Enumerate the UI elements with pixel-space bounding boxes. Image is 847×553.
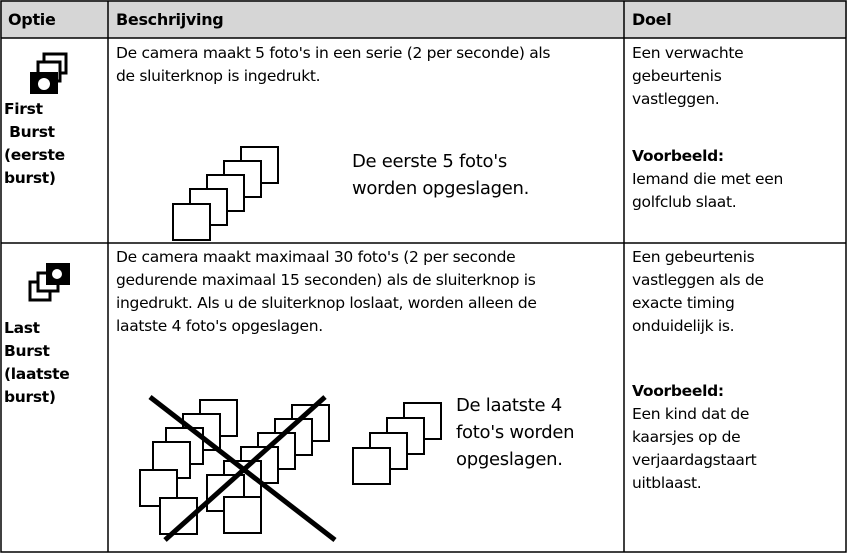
- text-line: (eerste: [4, 146, 65, 164]
- text-line: Burst: [4, 342, 50, 360]
- text-line: laatste 4 foto's opgeslagen.: [116, 317, 323, 335]
- header-cell: Doel: [632, 10, 672, 29]
- text-line: de sluiterknop is ingedrukt.: [116, 67, 321, 85]
- text-line: verjaardagstaart: [632, 451, 757, 469]
- text-line: Een verwachte: [632, 44, 744, 62]
- text-line: De camera maakt maximaal 30 foto's (2 pe…: [116, 248, 516, 266]
- first-burst-figure: [172, 146, 279, 241]
- text-line: exacte timing: [632, 294, 735, 312]
- text-line: ingedrukt. Als u de sluiterknop loslaat,…: [116, 294, 537, 312]
- text-line: De laatste 4: [456, 395, 562, 416]
- example-label: Voorbeeld:: [632, 147, 724, 165]
- example-label: Voorbeeld:: [632, 382, 724, 400]
- discarded-photos: [139, 395, 337, 542]
- text-line: vastleggen als de: [632, 271, 764, 289]
- text-line: uitblaast.: [632, 474, 702, 492]
- text-line: gebeurtenis: [632, 67, 722, 85]
- text-line: (laatste: [4, 365, 70, 383]
- header-bg: [0, 0, 847, 38]
- figure-caption: De eerste 5 foto's worden opgeslagen.: [352, 148, 529, 202]
- text-line: Last: [4, 319, 40, 337]
- text-line: Iemand die met een: [632, 170, 784, 188]
- description: De camera maakt 5 foto's in een serie (2…: [116, 42, 551, 88]
- option-name: Last Burst (laatste burst): [4, 317, 70, 409]
- text-line: kaarsjes op de: [632, 428, 741, 446]
- last-burst-figure: [352, 402, 442, 485]
- goal: Een verwachte gebeurtenis vastleggen.: [632, 42, 744, 111]
- header-cell: Beschrijving: [116, 10, 224, 29]
- text-line: Een kind dat de: [632, 405, 750, 423]
- text-line: burst): [4, 169, 56, 187]
- text-line: gedurende maximaal 15 seconden) als de s…: [116, 271, 536, 289]
- text-line: Een gebeurtenis: [632, 248, 755, 266]
- example: Een kind dat de kaarsjes op de verjaardags…: [632, 403, 757, 495]
- text-line: foto's worden: [456, 422, 575, 443]
- text-line: De camera maakt 5 foto's in een serie (2…: [116, 44, 551, 62]
- goal: Een gebeurtenis vastleggen als de exacte t…: [632, 246, 764, 338]
- text-line: worden opgeslagen.: [352, 178, 530, 199]
- text-line: golfclub slaat.: [632, 193, 737, 211]
- header-cell: Optie: [8, 10, 56, 29]
- text-line: burst): [4, 388, 56, 406]
- example: Iemand die met een golfclub slaat.: [632, 168, 783, 214]
- option-name: First Burst (eerste burst): [4, 98, 65, 190]
- text-line: onduidelijk is.: [632, 317, 735, 335]
- text-line: vastleggen.: [632, 90, 720, 108]
- figure-caption: De laatste 4 foto's worden opgeslagen.: [456, 392, 575, 473]
- text-line: First: [4, 100, 43, 118]
- description: De camera maakt maximaal 30 foto's (2 pe…: [116, 246, 537, 338]
- first-burst-icon: [30, 52, 68, 94]
- last-burst-icon: [28, 263, 70, 302]
- text-line: De eerste 5 foto's: [352, 151, 507, 172]
- text-line: Burst: [4, 123, 55, 141]
- text-line: opgeslagen.: [456, 449, 563, 470]
